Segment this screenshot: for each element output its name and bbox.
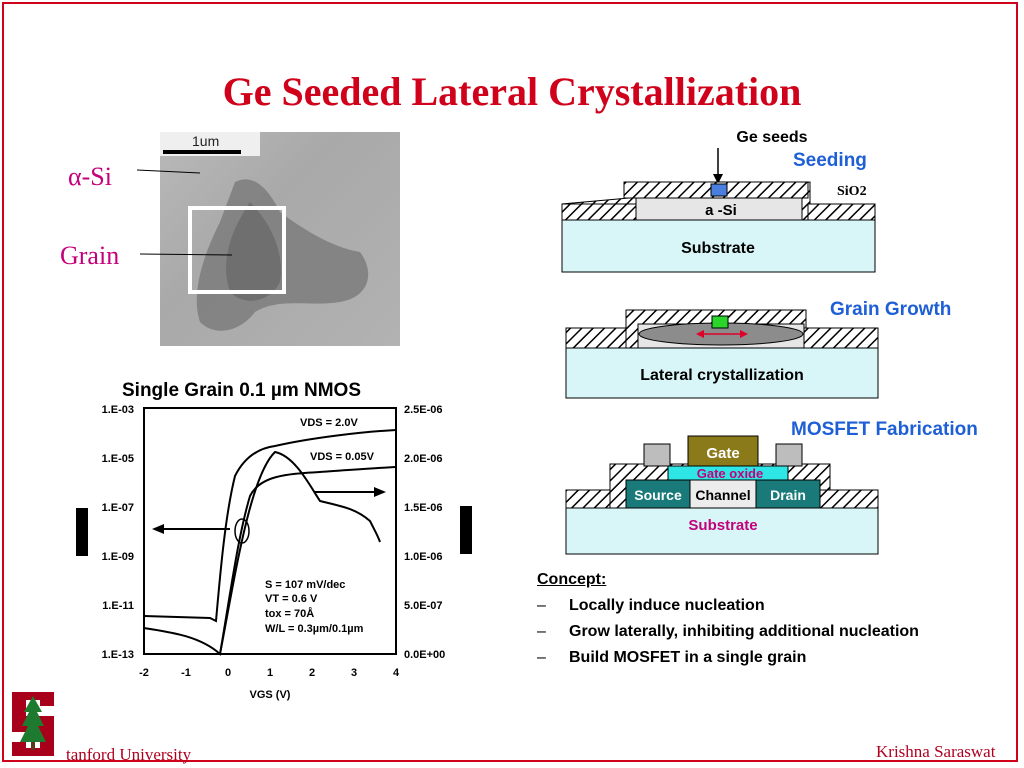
x-ticks: -2 -1 0 1 2 3 4 [139, 667, 400, 679]
source-label: Source [634, 487, 682, 503]
label-asi: α-Si [68, 162, 112, 191]
gate [687, 435, 759, 467]
param-line: tox = 70Å [265, 607, 314, 620]
curve-vds-low [143, 466, 397, 656]
label-vds-high: VDS = 2.0V [300, 417, 358, 429]
source [625, 479, 691, 509]
mosfet-substrate-label: Substrate [688, 517, 757, 534]
x-tick: 3 [351, 667, 357, 679]
spacer-right [775, 443, 803, 467]
device-parameters: S = 107 mV/dec VT = 0.6 V tox = 70Å W/L … [265, 579, 364, 635]
growth-substrate-label: Lateral crystallization [640, 367, 804, 384]
left-tick: 1.E-05 [102, 453, 134, 465]
slide-title: Ge Seeded Lateral Crystallization [222, 69, 802, 114]
asi-label: a -Si [705, 202, 737, 219]
ge-seed [710, 183, 728, 197]
iv-graph: 1.E-03 1.E-05 1.E-07 1.E-09 1.E-11 1.E-1… [76, 404, 472, 701]
right-tick: 5.0E-07 [404, 600, 443, 612]
highlight-ellipse [234, 518, 250, 544]
seeding-heading: Seeding [793, 150, 867, 171]
right-ticks: 2.5E-06 2.0E-06 1.5E-06 1.0E-06 5.0E-07 … [404, 404, 445, 661]
graph-title: Single Grain 0.1 µm NMOS [122, 380, 362, 401]
sio2-label: SiO2 [837, 184, 867, 199]
channel [689, 479, 757, 509]
concept-item: – Build MOSFET in a single grain [537, 649, 807, 666]
left-tick: 1.E-09 [102, 551, 134, 563]
x-tick: 2 [309, 667, 315, 679]
curve-vds-high [143, 429, 397, 623]
right-tick: 1.0E-06 [404, 551, 443, 563]
scale-bar-label: 1um [192, 133, 220, 149]
process-diagrams: Ge seeds a -Si Substrate Lateral crystal… [561, 129, 879, 555]
x-tick: 1 [267, 667, 273, 679]
right-axis-label-mark [460, 506, 472, 554]
micrograph-texture [160, 132, 369, 331]
param-line: S = 107 mV/dec [265, 579, 345, 591]
x-axis-label: VGS (V) [250, 689, 291, 701]
x-tick: 0 [225, 667, 231, 679]
micrograph: 1um [160, 132, 400, 346]
concept-block: Concept: – Locally induce nucleation – Gro… [537, 567, 919, 671]
left-tick: 1.E-11 [102, 600, 134, 612]
concept-item: – Locally induce nucleation [537, 597, 765, 614]
ge-seeds-label: Ge seeds [736, 129, 807, 146]
x-tick: -2 [139, 667, 149, 679]
pointer-lines [136, 169, 233, 256]
stanford-logo-mark [12, 692, 54, 756]
stanford-logo [6, 686, 60, 762]
substrate-label-1: Substrate [681, 240, 755, 257]
grain-growth-heading: Grain Growth [830, 299, 952, 320]
footer-university: tanford University [66, 745, 192, 764]
curve-linear [219, 450, 381, 655]
param-line: W/L = 0.3µm/0.1µm [265, 623, 364, 635]
right-tick: 0.0E+00 [404, 649, 445, 661]
ge-seed-growth [711, 315, 729, 329]
left-tick: 1.E-07 [102, 502, 134, 514]
gate-oxide-label: Gate oxide [697, 466, 763, 481]
gate-label: Gate [706, 445, 739, 462]
param-line: VT = 0.6 V [265, 593, 318, 605]
footer-author: Krishna Saraswat [876, 742, 996, 761]
right-tick: 2.0E-06 [404, 453, 443, 465]
left-ticks: 1.E-03 1.E-05 1.E-07 1.E-09 1.E-11 1.E-1… [102, 404, 134, 661]
channel-label: Channel [695, 487, 750, 503]
concept-item: – Grow laterally, inhibiting additional n… [537, 623, 919, 640]
x-tick: -1 [181, 667, 191, 679]
right-tick: 1.5E-06 [404, 502, 443, 514]
drain [755, 479, 821, 509]
label-grain: Grain [60, 241, 120, 270]
substrate-1 [561, 219, 876, 273]
left-tick: 1.E-13 [102, 649, 134, 661]
spacer-left [643, 443, 671, 467]
substrate-3 [565, 507, 879, 555]
right-tick: 2.5E-06 [404, 404, 443, 416]
mosfet-heading: MOSFET Fabrication [791, 419, 978, 440]
x-tick: 4 [393, 667, 400, 679]
substrate-2 [565, 347, 879, 399]
concept-heading: Concept: [537, 571, 607, 588]
label-vds-low: VDS = 0.05V [310, 451, 375, 463]
drain-label: Drain [770, 487, 806, 503]
left-axis-label-mark [76, 508, 88, 556]
left-tick: 1.E-03 [102, 404, 134, 416]
